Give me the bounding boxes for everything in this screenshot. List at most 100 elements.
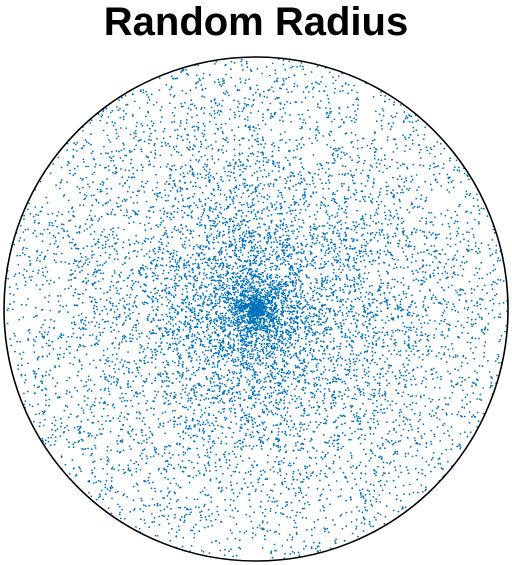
scatter-point <box>53 327 55 330</box>
scatter-point <box>373 138 376 141</box>
scatter-point <box>194 434 197 437</box>
scatter-point <box>194 424 197 426</box>
scatter-point <box>148 313 151 316</box>
scatter-point <box>91 219 94 222</box>
scatter-point <box>147 361 149 364</box>
scatter-point <box>86 218 89 221</box>
scatter-point <box>491 309 494 312</box>
scatter-point <box>247 294 250 296</box>
scatter-point <box>326 415 329 418</box>
scatter-point <box>399 104 402 106</box>
scatter-point <box>251 431 254 433</box>
scatter-point <box>186 291 189 293</box>
scatter-point <box>287 260 289 263</box>
scatter-point <box>466 321 469 324</box>
scatter-point <box>341 85 344 88</box>
scatter-point <box>480 399 483 401</box>
scatter-point <box>282 234 285 237</box>
scatter-point <box>356 91 359 94</box>
scatter-point <box>411 408 413 411</box>
scatter-point <box>99 183 102 186</box>
scatter-point <box>174 287 177 290</box>
scatter-point <box>262 321 265 324</box>
scatter-point <box>305 265 308 268</box>
scatter-point <box>135 144 138 147</box>
scatter-point <box>275 207 278 209</box>
scatter-point <box>157 251 160 253</box>
scatter-point <box>302 177 305 180</box>
scatter-point <box>103 400 106 403</box>
scatter-point <box>182 172 185 175</box>
scatter-point <box>332 152 335 155</box>
scatter-point <box>148 138 150 141</box>
scatter-point <box>219 193 222 196</box>
scatter-point <box>156 259 159 262</box>
scatter-point <box>419 290 421 292</box>
scatter-point <box>199 322 202 324</box>
scatter-point <box>351 176 354 179</box>
scatter-point <box>222 145 224 147</box>
scatter-point <box>297 258 299 260</box>
scatter-point <box>352 192 355 195</box>
scatter-point <box>257 184 260 187</box>
scatter-point <box>294 442 297 444</box>
scatter-point <box>263 378 266 380</box>
scatter-point <box>276 349 278 352</box>
scatter-point <box>388 98 391 101</box>
scatter-point <box>83 385 85 388</box>
scatter-point <box>308 323 311 326</box>
scatter-point <box>243 277 245 280</box>
scatter-point <box>159 109 162 112</box>
scatter-point <box>270 214 273 216</box>
scatter-point <box>167 271 170 274</box>
scatter-point <box>276 294 278 297</box>
scatter-point <box>256 84 258 87</box>
scatter-point <box>369 239 372 242</box>
scatter-point <box>289 462 291 465</box>
scatter-point <box>410 245 412 248</box>
scatter-point <box>309 253 312 256</box>
scatter-point <box>355 398 358 401</box>
scatter-point <box>231 371 234 373</box>
scatter-point <box>180 70 183 72</box>
scatter-point <box>242 272 244 275</box>
scatter-point <box>374 326 377 329</box>
scatter-point <box>157 453 160 456</box>
scatter-point <box>100 190 103 193</box>
scatter-point <box>321 377 324 380</box>
scatter-point <box>266 289 269 292</box>
scatter-point <box>72 327 74 330</box>
scatter-point <box>324 418 326 421</box>
scatter-point <box>85 256 87 258</box>
scatter-point <box>342 407 345 410</box>
scatter-point <box>133 395 135 397</box>
scatter-point <box>376 363 378 366</box>
scatter-point <box>456 250 459 253</box>
scatter-point <box>378 336 381 339</box>
scatter-point <box>353 318 355 320</box>
scatter-point <box>265 175 268 178</box>
scatter-point <box>211 155 214 158</box>
scatter-point <box>374 319 377 322</box>
scatter-point <box>94 281 97 284</box>
scatter-point <box>262 275 265 278</box>
scatter-point <box>95 163 97 166</box>
scatter-point <box>202 551 205 553</box>
scatter-point <box>155 277 158 280</box>
scatter-point <box>453 265 455 267</box>
scatter-point <box>334 201 337 204</box>
scatter-point <box>245 359 248 362</box>
scatter-point <box>66 424 68 427</box>
scatter-point <box>44 296 46 299</box>
scatter-point <box>100 152 102 155</box>
scatter-point <box>336 313 339 316</box>
scatter-point <box>13 243 16 246</box>
scatter-point <box>403 111 406 113</box>
scatter-point <box>311 355 314 358</box>
scatter-point <box>271 304 274 306</box>
scatter-point <box>362 415 365 417</box>
scatter-point <box>317 388 319 390</box>
scatter-point <box>364 334 367 336</box>
scatter-point <box>241 408 244 410</box>
scatter-point <box>119 361 122 364</box>
